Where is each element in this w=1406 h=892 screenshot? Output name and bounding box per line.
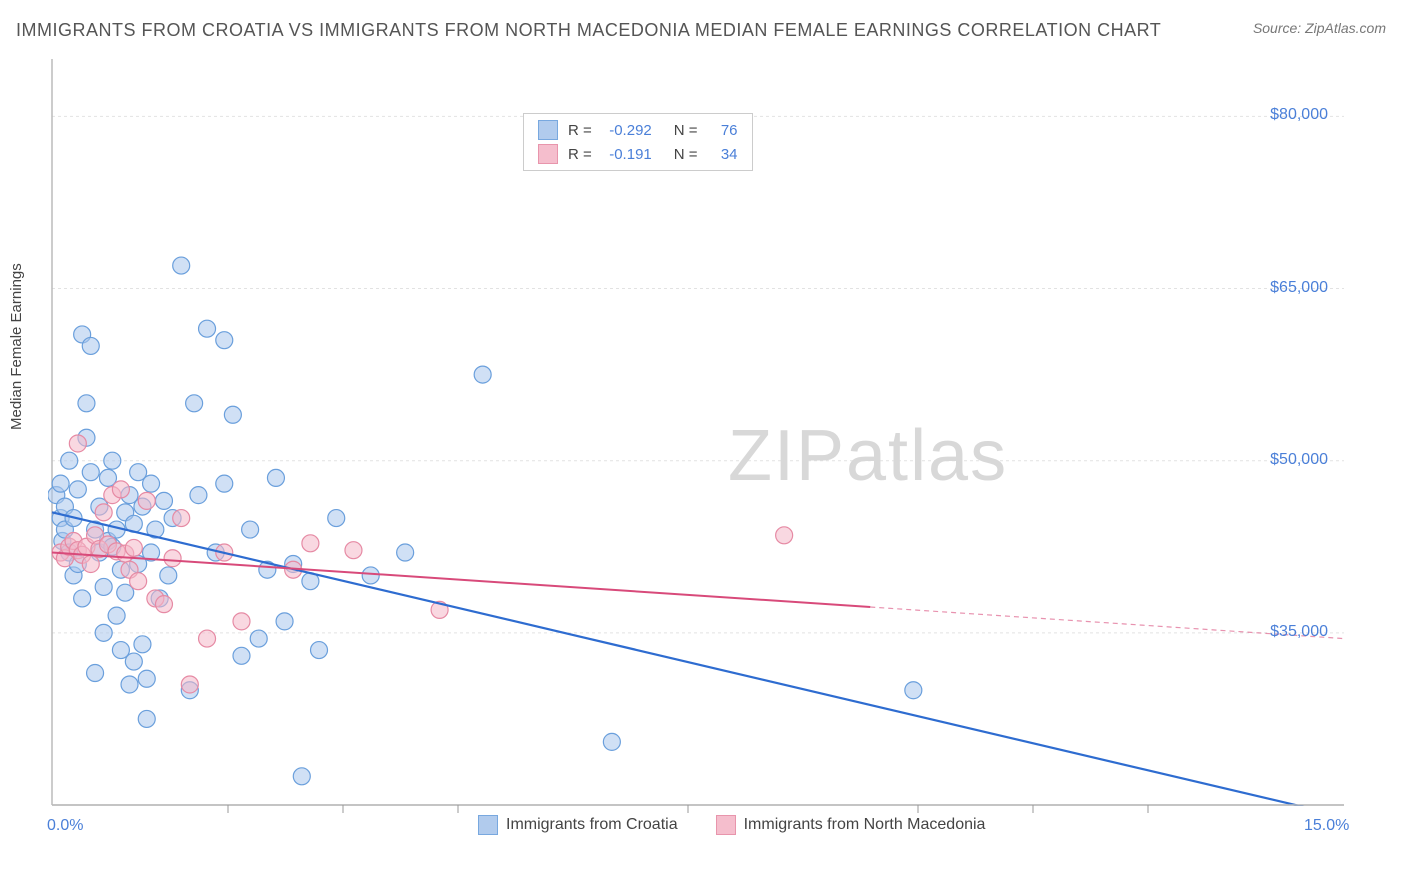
legend-swatch — [478, 815, 498, 835]
y-tick-label: $50,000 — [1270, 451, 1328, 469]
n-value: 76 — [708, 122, 738, 139]
r-label: R = — [568, 122, 592, 139]
stats-row: R = -0.292 N = 76 — [538, 118, 738, 142]
r-label: R = — [568, 146, 592, 163]
stats-legend-box: R = -0.292 N = 76 R = -0.191 N = 34 — [523, 113, 753, 171]
y-tick-label: $65,000 — [1270, 279, 1328, 297]
x-tick-label: 0.0% — [47, 817, 83, 835]
chart-svg — [48, 55, 1348, 835]
y-tick-label: $80,000 — [1270, 106, 1328, 124]
r-value: -0.292 — [602, 122, 652, 139]
chart-title: IMMIGRANTS FROM CROATIA VS IMMIGRANTS FR… — [16, 20, 1161, 41]
legend-label: Immigrants from North Macedonia — [744, 816, 986, 834]
stats-row: R = -0.191 N = 34 — [538, 142, 738, 166]
legend-label: Immigrants from Croatia — [506, 816, 678, 834]
series-swatch — [538, 120, 558, 140]
chart-container: IMMIGRANTS FROM CROATIA VS IMMIGRANTS FR… — [0, 0, 1406, 892]
r-value: -0.191 — [602, 146, 652, 163]
legend-swatch — [716, 815, 736, 835]
source-attribution: Source: ZipAtlas.com — [1253, 20, 1386, 36]
n-label: N = — [674, 146, 698, 163]
x-tick-label: 15.0% — [1304, 817, 1349, 835]
series-swatch — [538, 144, 558, 164]
y-axis-label: Median Female Earnings — [8, 263, 25, 430]
n-label: N = — [674, 122, 698, 139]
y-tick-label: $35,000 — [1270, 623, 1328, 641]
n-value: 34 — [708, 146, 738, 163]
bottom-legend: Immigrants from Croatia Immigrants from N… — [478, 815, 1015, 835]
source-name: ZipAtlas.com — [1305, 20, 1386, 36]
chart-area: ZIPatlas R =-0.292N =76R =-0.191N =34 $3… — [48, 55, 1348, 835]
source-label: Source: — [1253, 20, 1301, 36]
